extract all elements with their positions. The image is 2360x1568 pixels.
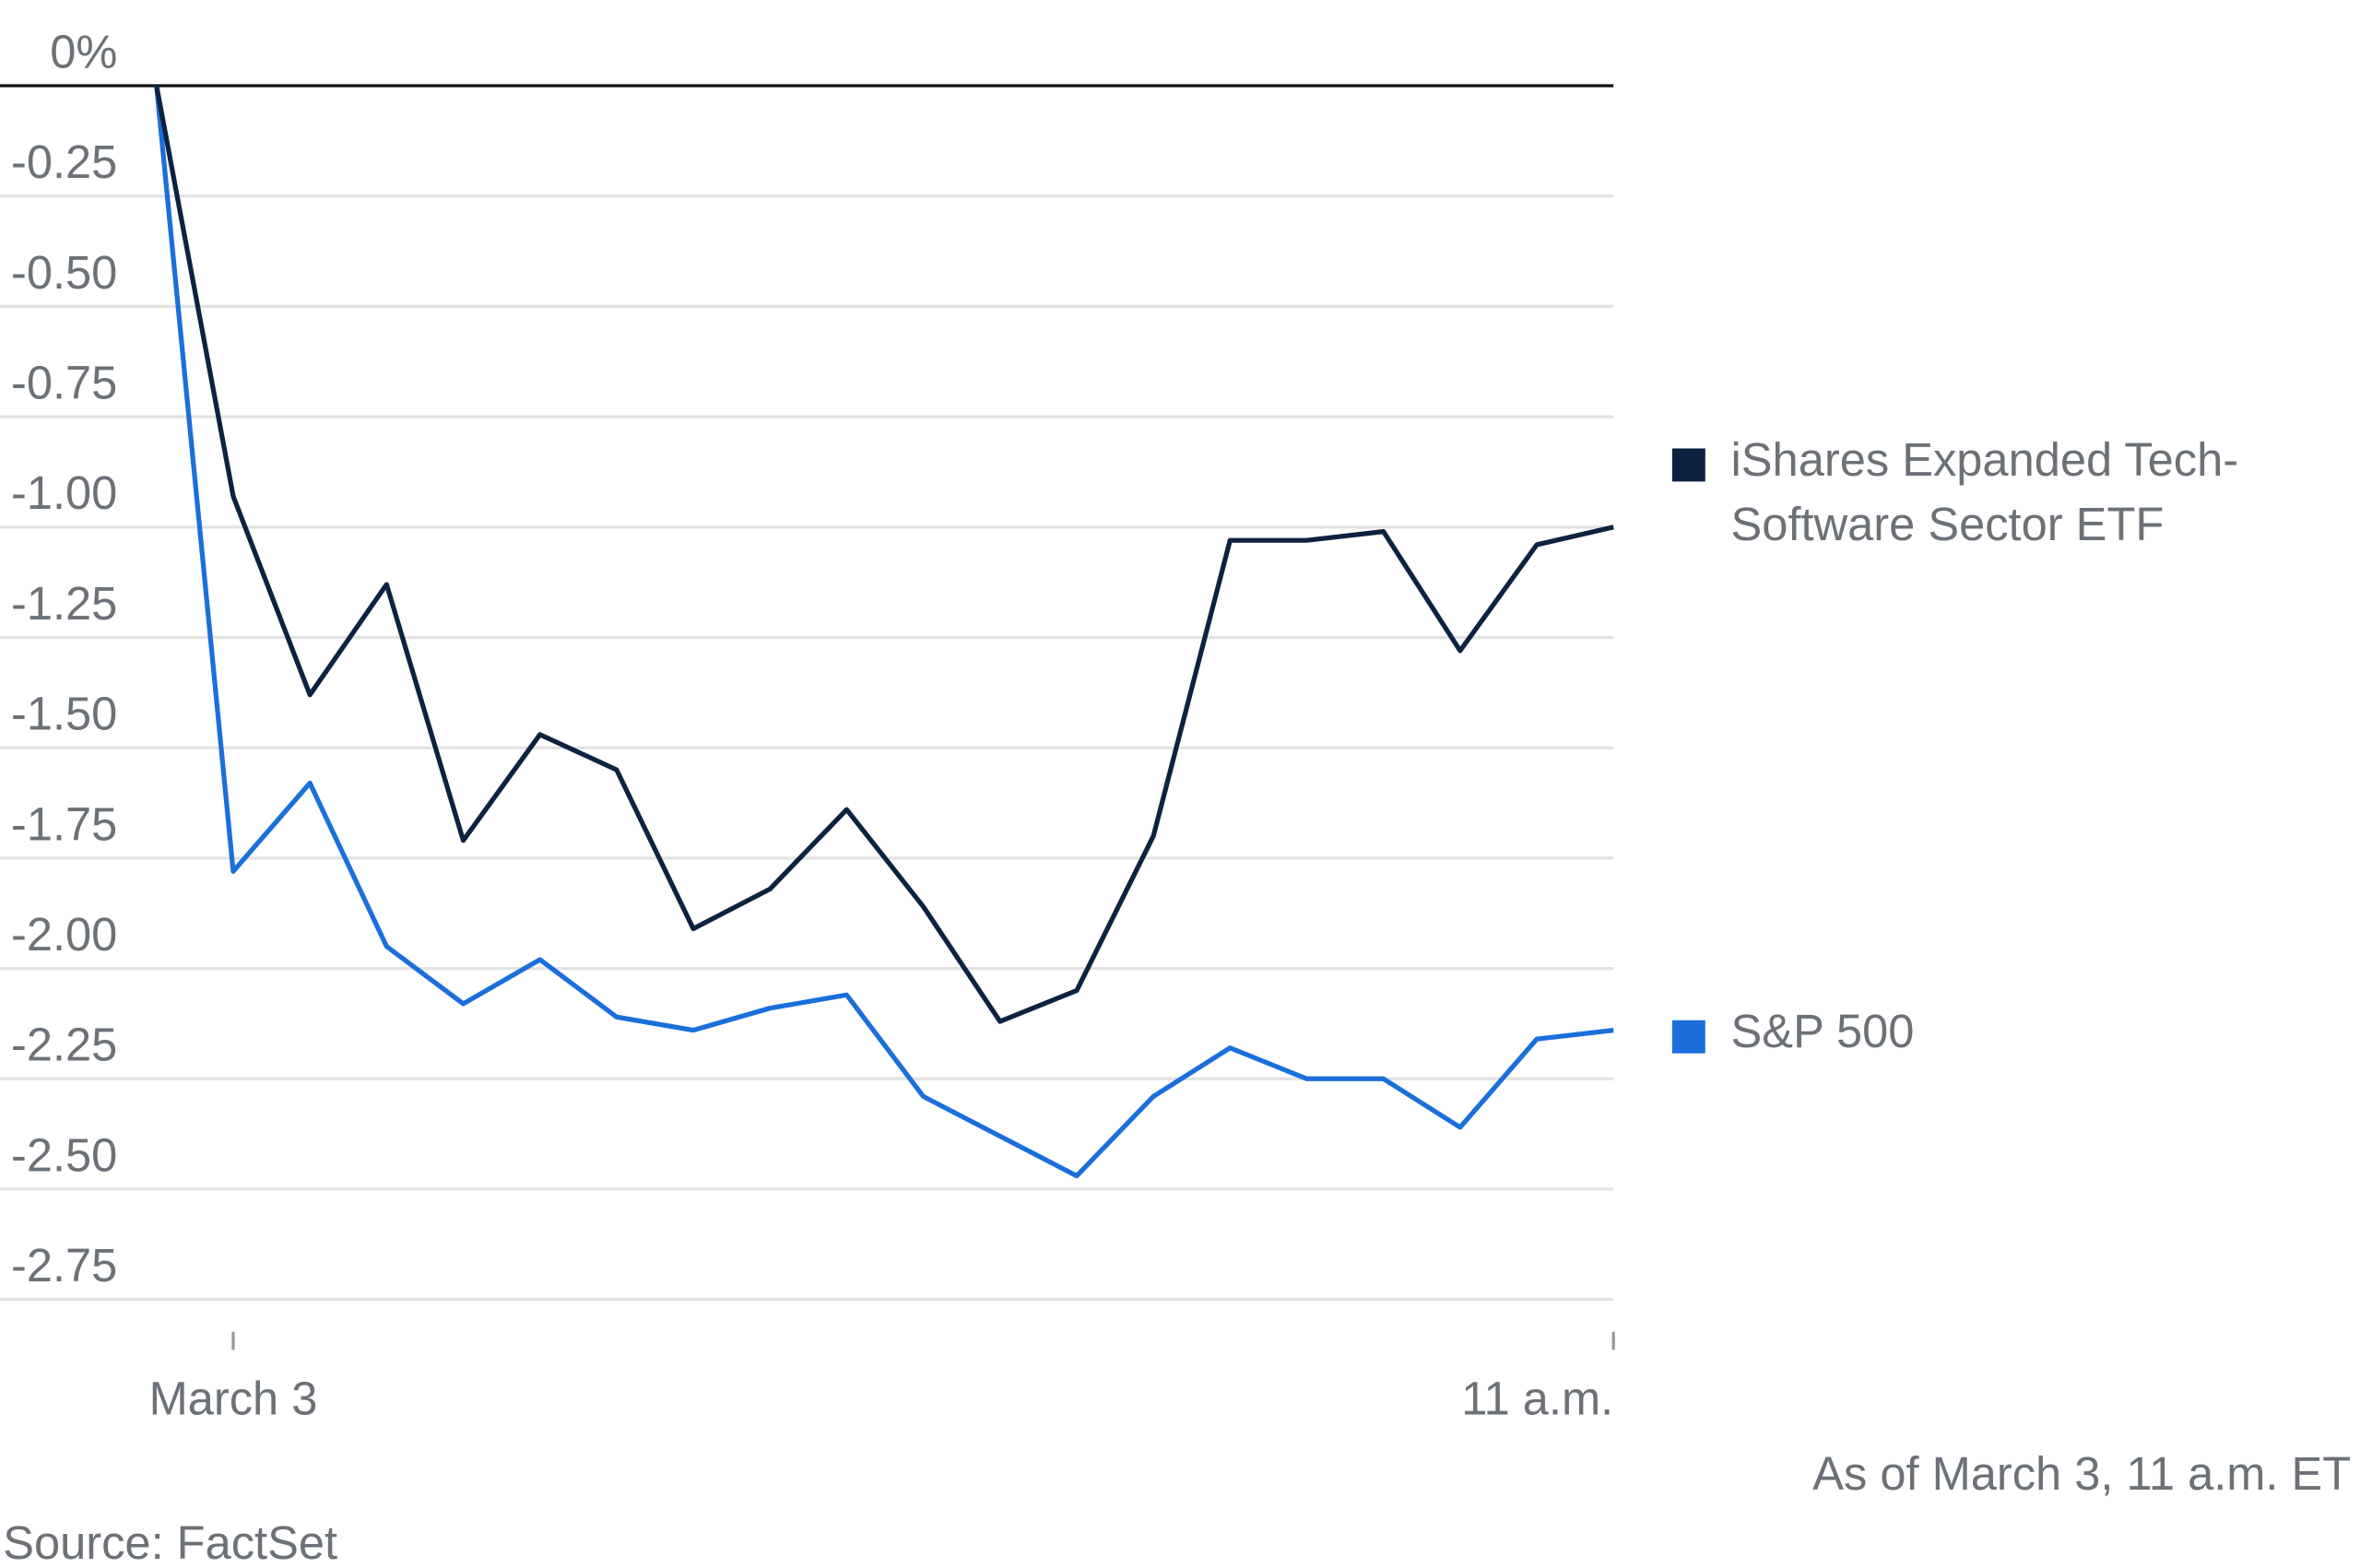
y-tick-label: 0%	[50, 25, 117, 77]
legend-item: S&P 500	[1730, 1005, 1915, 1058]
x-tick-label: March 3	[149, 1372, 318, 1424]
y-tick-label: -0.50	[11, 246, 117, 299]
series-line	[154, 85, 1614, 1024]
y-tick-label: -2.25	[11, 1019, 117, 1071]
series-line	[154, 85, 1614, 1179]
legend-label: S&P 500	[1730, 1005, 1915, 1058]
y-tick-label: -1.00	[11, 466, 117, 519]
y-tick-label: -2.00	[11, 908, 117, 961]
y-tick-label: -0.25	[11, 136, 117, 188]
y-tick-label: -2.75	[11, 1239, 117, 1291]
y-tick-label: -1.25	[11, 577, 117, 630]
legend-item: iShares Expanded Tech-Software Sector ET…	[1730, 433, 2239, 551]
y-tick-label: -2.50	[11, 1128, 117, 1181]
source: Source: FactSet	[3, 1516, 337, 1568]
y-tick-label: -1.75	[11, 797, 117, 850]
legend-swatch	[1671, 448, 1705, 482]
x-tick-label: 11 a.m.	[1461, 1372, 1613, 1424]
legend-label: iShares Expanded Tech-Software Sector ET…	[1730, 433, 2239, 551]
note: As of March 3, 11 a.m. ET	[1812, 1447, 2351, 1500]
y-tick-label: -1.50	[11, 688, 117, 740]
legend-swatch	[1671, 1020, 1705, 1054]
y-tick-label: -0.75	[11, 357, 117, 409]
